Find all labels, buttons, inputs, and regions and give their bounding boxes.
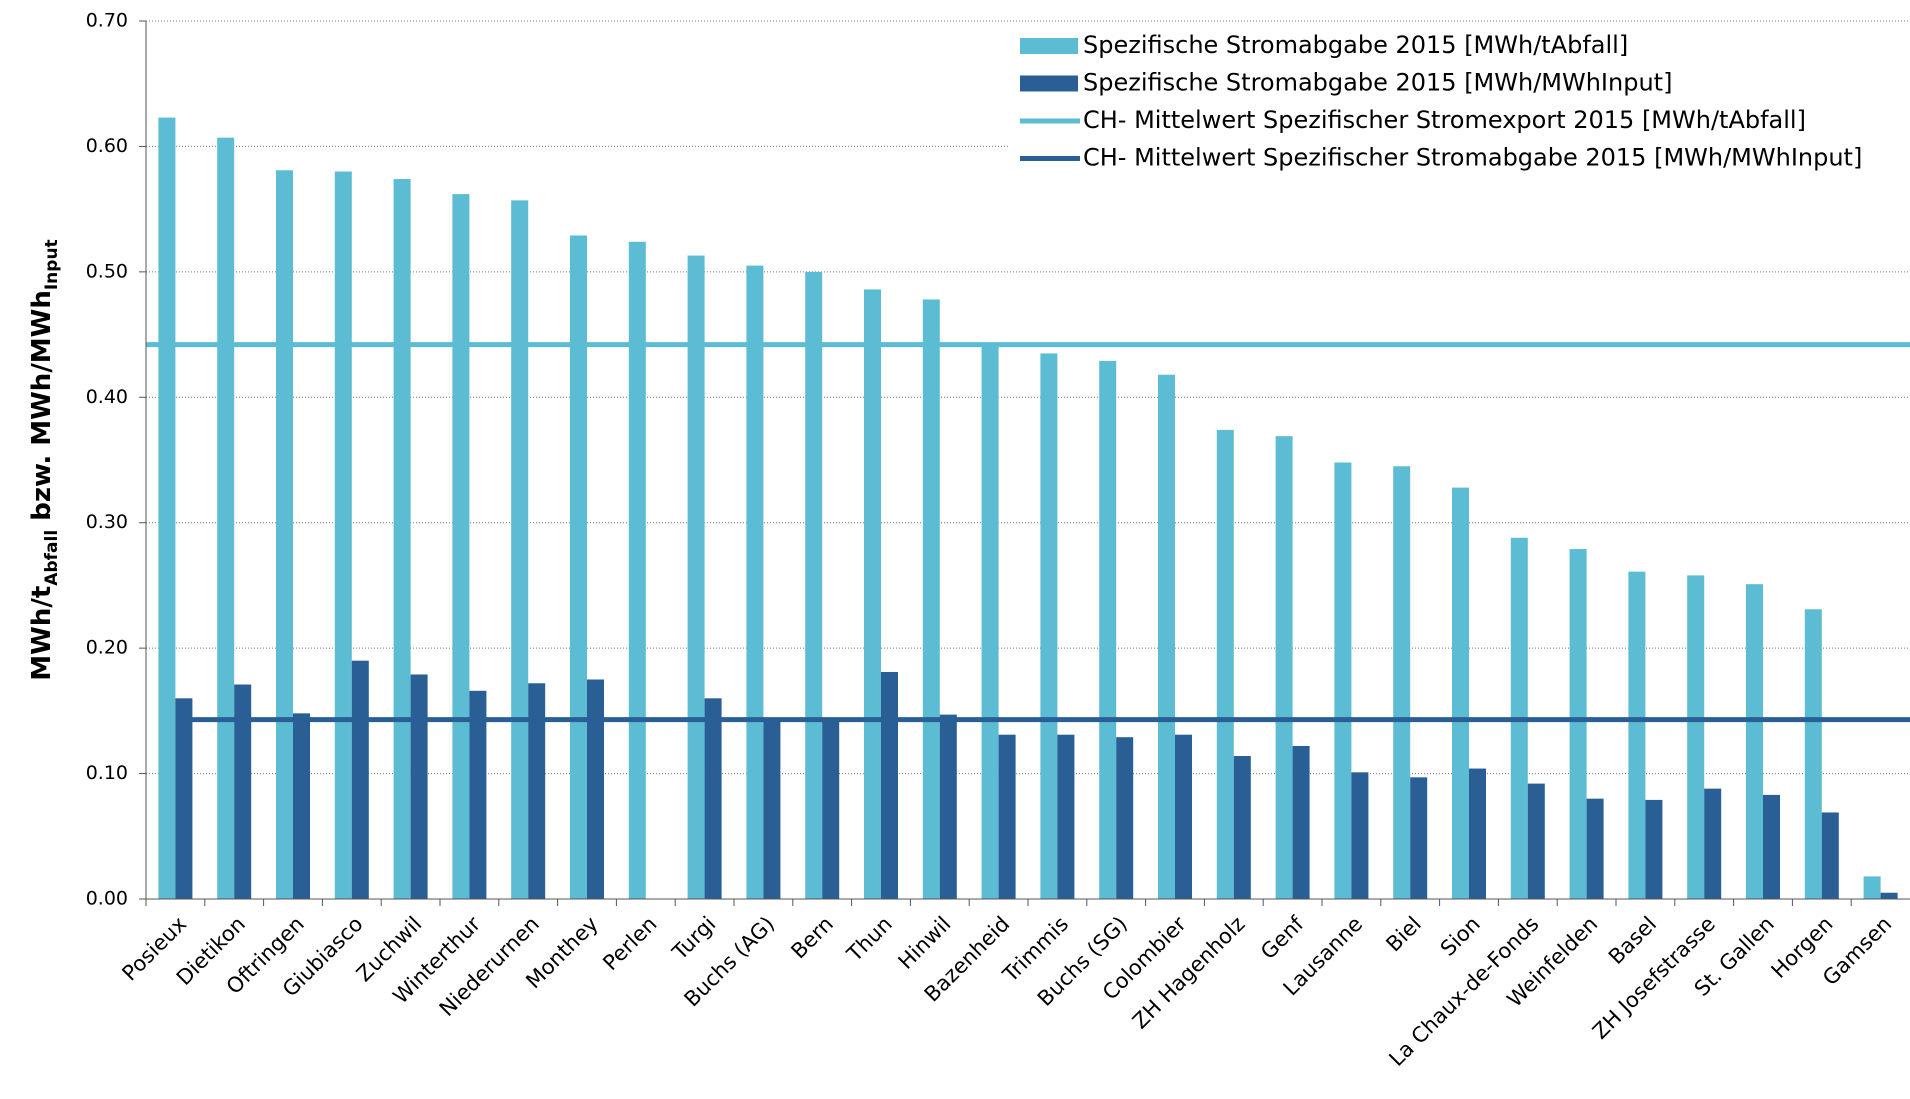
x-tick-label: Sion [1436,912,1485,961]
bar [822,719,840,899]
y-tick-label: 0.50 [86,260,128,282]
x-tick-label: Genf [1256,911,1309,964]
bar [1116,737,1134,899]
bar [1821,812,1839,899]
bar [570,235,587,900]
bar [1216,429,1234,899]
bar [1351,772,1369,899]
bar [334,171,352,899]
bar [469,690,487,899]
bar [1175,734,1192,899]
bar [1410,777,1428,899]
bar [1057,734,1075,899]
bar [1292,745,1310,899]
bar [452,194,470,899]
bar [1880,892,1898,899]
y-title-part: Input [42,239,62,290]
bar [511,200,529,899]
bar [175,698,193,899]
legend-swatch [1020,75,1078,92]
x-tick-label: Thun [842,912,897,967]
bar [1233,756,1251,899]
x-tick-label: Biel [1381,912,1426,957]
bar [1586,798,1604,899]
y-title-part: bzw. MWh/MWh [27,290,57,530]
bar [276,170,293,899]
bar [1645,799,1663,899]
bar [528,683,546,899]
bar [1452,487,1469,899]
bar [1099,360,1117,899]
legend-swatch [1020,38,1078,54]
y-tick-label: 0.10 [86,762,128,784]
y-title-part: Abfall [42,530,62,586]
bar [1040,353,1058,899]
bar [981,343,999,899]
y-tick-label: 0.30 [86,511,128,533]
bar [805,271,823,899]
bar [628,241,646,900]
bar [1469,768,1486,899]
bar [351,660,369,899]
bar [763,718,781,899]
bar [1746,584,1763,899]
bar [158,117,176,899]
legend-label: Spezifische Stromabgabe 2015 [MWh/MWhInp… [1083,69,1672,97]
bar [1687,575,1705,899]
bar [687,255,705,900]
y-title-part: MWh/t [27,586,57,681]
bar [746,265,764,900]
y-tick-label: 0.00 [86,888,128,910]
bar [704,698,722,899]
y-tick-label: 0.60 [86,135,128,157]
bar [234,684,252,899]
bar [293,713,310,899]
bar [1763,794,1780,899]
y-tick-label: 0.70 [86,10,128,32]
x-tick-label: Perlen [598,912,661,975]
y-axis-title: MWh/tAbfall bzw. MWh/MWhInput [27,239,63,680]
bar [1393,466,1411,899]
bar [1158,374,1175,899]
bar [1863,876,1881,899]
bar [587,679,604,899]
bar [217,137,235,900]
bar [939,714,957,899]
bar [1704,788,1722,899]
bar [393,179,411,900]
bar [1334,462,1352,899]
bar [410,674,428,899]
y-tick-label: 0.20 [86,637,128,659]
x-tick-label: Basel [1604,912,1661,969]
bar [1569,549,1587,899]
bar [922,299,940,899]
bar [1628,571,1646,899]
bar [1275,436,1293,899]
bar [998,734,1016,899]
legend-background [1010,26,1908,186]
legend-label: CH- Mittelwert Spezifischer Stromexport … [1083,106,1806,134]
bar [1804,609,1822,899]
legend-label: CH- Mittelwert Spezifischer Stromabgabe … [1083,144,1862,172]
bar [881,671,898,899]
x-tick-label: Turgi [667,912,720,965]
legend: Spezifische Stromabgabe 2015 [MWh/tAbfal… [1010,26,1908,186]
bar [864,289,881,900]
x-tick-label: Bern [786,912,838,964]
bar [1527,783,1545,899]
y-tick-label: 0.40 [86,386,128,408]
legend-label: Spezifische Stromabgabe 2015 [MWh/tAbfal… [1083,31,1628,59]
